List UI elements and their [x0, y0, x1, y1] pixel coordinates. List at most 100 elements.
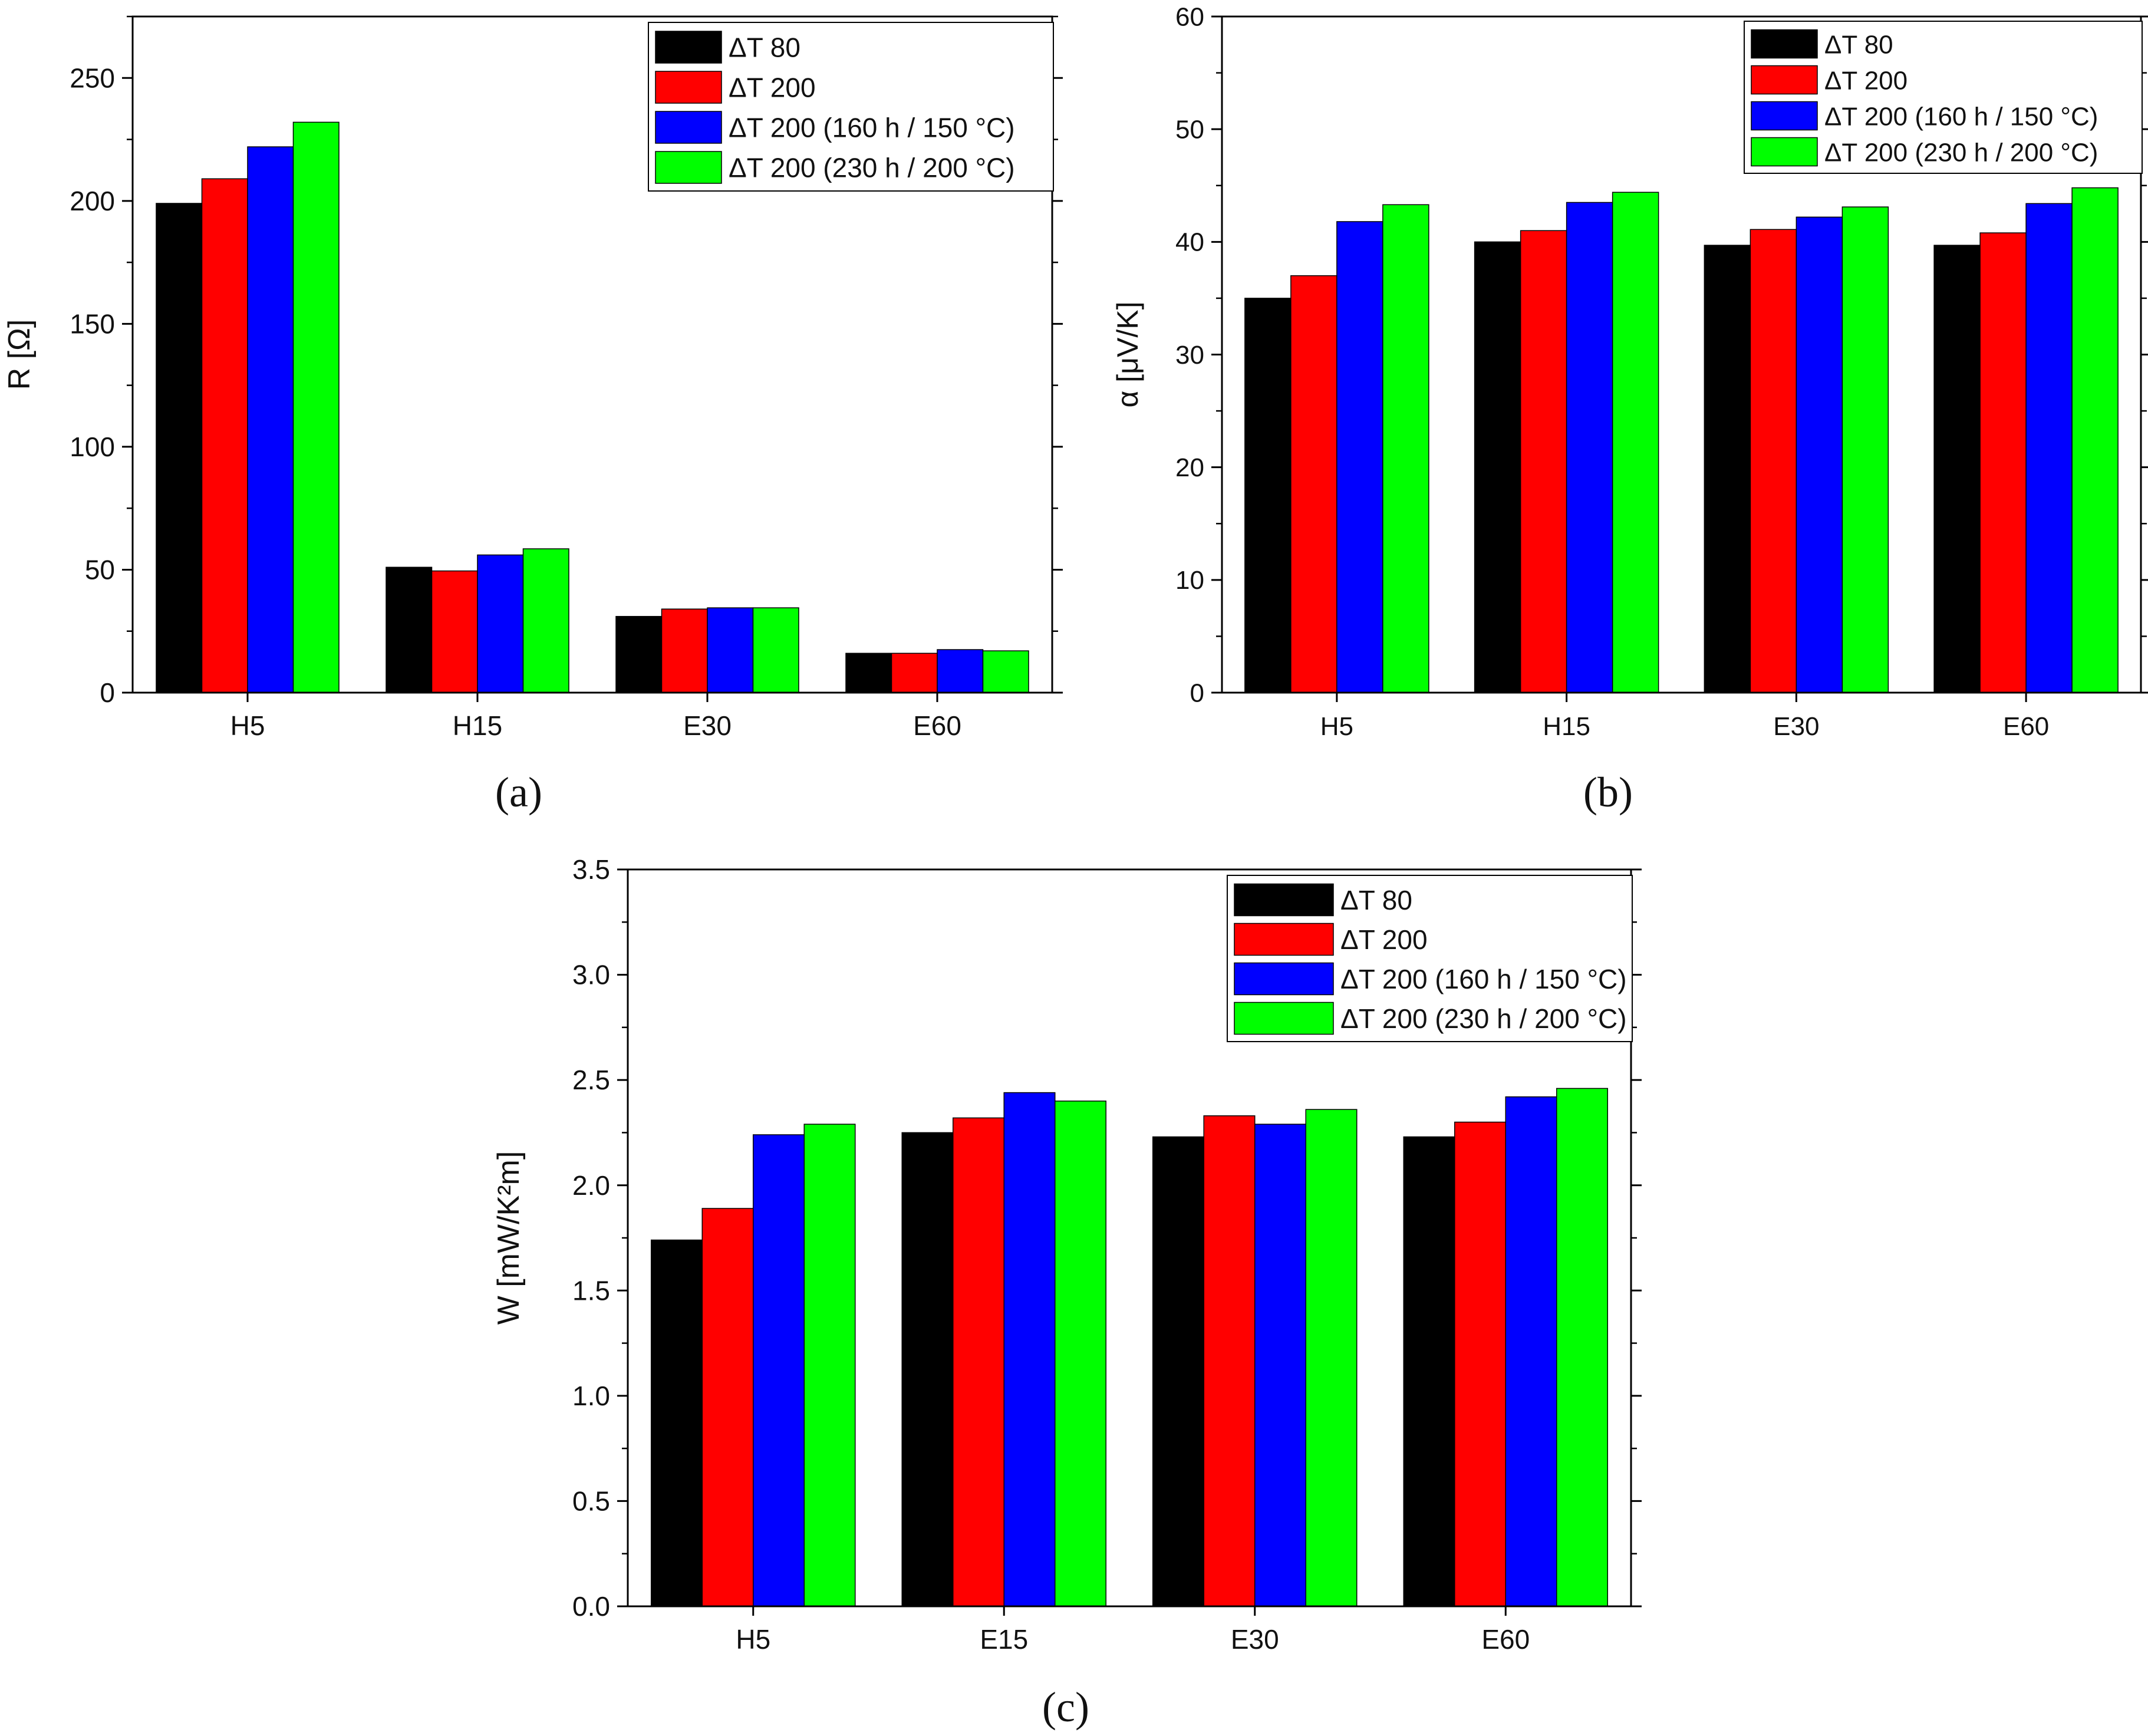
bar: [1336, 221, 1383, 693]
bar: [1203, 1115, 1256, 1607]
y-axis-label: R [Ω]: [2, 319, 37, 390]
legend-swatch: [1751, 29, 1818, 59]
bar: [247, 146, 294, 693]
bar: [2071, 187, 2119, 693]
legend-swatch: [655, 111, 722, 144]
y-tick-label: 50: [85, 555, 115, 585]
bar: [1152, 1136, 1204, 1607]
y-tick-label: 30: [1175, 341, 1204, 370]
x-tick-label: E30: [1231, 1624, 1279, 1655]
bar: [156, 203, 203, 693]
bar: [1566, 202, 1613, 693]
chart-panel-c: H5 E15 E30 E60 0.0 0.5 1.0 1.5 2.0 2.5 3.0 3.5 W [mW…: [492, 854, 1642, 1731]
legend-swatch: [1751, 101, 1818, 131]
x-tick-label: H5: [1320, 712, 1353, 741]
legend-swatch: [1751, 65, 1818, 95]
y-tick-label: 10: [1175, 566, 1204, 595]
y-tick-label: 50: [1175, 116, 1204, 144]
x-tick-label: H5: [230, 710, 265, 741]
bar: [477, 554, 524, 693]
bar: [2025, 203, 2073, 693]
legend-swatch: [1234, 923, 1334, 956]
legend-label: ΔT 200 (230 h / 200 °C): [729, 153, 1015, 183]
panel-label: (a): [495, 769, 542, 816]
x-tick-label: E60: [1481, 1624, 1530, 1655]
y-tick-label: 0.5: [572, 1486, 610, 1517]
bar: [845, 653, 892, 693]
bar: [1796, 216, 1843, 693]
bar: [1003, 1092, 1056, 1607]
y-tick-label: 3.5: [572, 854, 610, 885]
bar: [386, 566, 433, 693]
legend-swatch: [1234, 962, 1334, 996]
legend-label: ΔT 200 (160 h / 150 °C): [729, 113, 1015, 143]
bar: [1520, 230, 1567, 693]
bar: [1704, 245, 1751, 693]
bar: [201, 178, 248, 693]
bar: [1254, 1124, 1306, 1607]
bar: [1474, 241, 1521, 693]
bar: [431, 570, 478, 693]
bar: [982, 650, 1029, 693]
legend-label: ΔT 80: [1824, 30, 1893, 59]
legend-label: ΔT 200: [1824, 66, 1907, 95]
bar: [1612, 192, 1659, 693]
bar: [953, 1117, 1004, 1607]
bar: [1454, 1121, 1506, 1607]
x-tick-label: E60: [2003, 712, 2049, 741]
bar: [937, 649, 984, 693]
legend-label: ΔT 200: [729, 73, 816, 103]
chart-panel-b: H5 H15 E30 E60 0 10 20 30 40 50 60 α [μV/K] ΔT 80 ΔT …: [1111, 2, 2148, 816]
bar: [1556, 1088, 1608, 1607]
bar: [707, 607, 754, 693]
y-axis-label: α [μV/K]: [1111, 302, 1144, 408]
y-tick-label: 20: [1175, 453, 1204, 482]
legend-label: ΔT 80: [1340, 885, 1412, 915]
y-tick-label: 1.0: [572, 1381, 610, 1411]
legend-label: ΔT 200 (160 h / 150 °C): [1340, 964, 1627, 994]
bar: [701, 1208, 754, 1607]
bar: [522, 548, 569, 693]
plot-frame: [131, 15, 1053, 694]
y-tick-label: 2.0: [572, 1170, 610, 1201]
y-tick-label: 250: [70, 62, 115, 93]
legend-swatch: [655, 31, 722, 64]
y-tick-label: 3.0: [572, 960, 610, 990]
legend-label: ΔT 80: [729, 32, 800, 63]
y-tick-label: 150: [70, 308, 115, 339]
legend-label: ΔT 200: [1340, 924, 1428, 955]
y-axis-label: W [mW/K²m]: [492, 1151, 526, 1325]
y-tick-label: 0: [100, 677, 115, 708]
legend-label: ΔT 200 (230 h / 200 °C): [1340, 1003, 1627, 1034]
bar: [1979, 232, 2027, 693]
x-tick-label: H5: [736, 1624, 770, 1655]
legend-swatch: [1751, 137, 1818, 167]
panel-label: (b): [1583, 769, 1633, 816]
legend-swatch: [1234, 883, 1334, 917]
x-tick-label: E15: [980, 1624, 1028, 1655]
bar: [1305, 1109, 1358, 1607]
x-tick-label: E60: [913, 710, 961, 741]
y-tick-label: 100: [70, 431, 115, 462]
x-tick-label: H15: [453, 710, 502, 741]
panel-label: (c): [1042, 1684, 1089, 1731]
bar: [651, 1239, 703, 1607]
bar: [1382, 204, 1429, 693]
y-tick-label: 60: [1175, 2, 1204, 31]
bar: [615, 615, 663, 693]
legend-swatch: [655, 151, 722, 184]
y-tick-label: 40: [1175, 228, 1204, 257]
bar: [1403, 1136, 1455, 1607]
bar: [803, 1124, 856, 1607]
y-tick-label: 200: [70, 186, 115, 216]
legend-label: ΔT 200 (230 h / 200 °C): [1824, 138, 2098, 167]
y-tick-label: 0.0: [572, 1591, 610, 1622]
x-tick-label: E30: [683, 710, 732, 741]
bar: [901, 1132, 954, 1607]
bar: [1505, 1096, 1557, 1607]
bar: [891, 653, 938, 693]
bar: [1750, 229, 1797, 693]
bar: [1290, 275, 1337, 693]
bar: [1055, 1101, 1106, 1607]
